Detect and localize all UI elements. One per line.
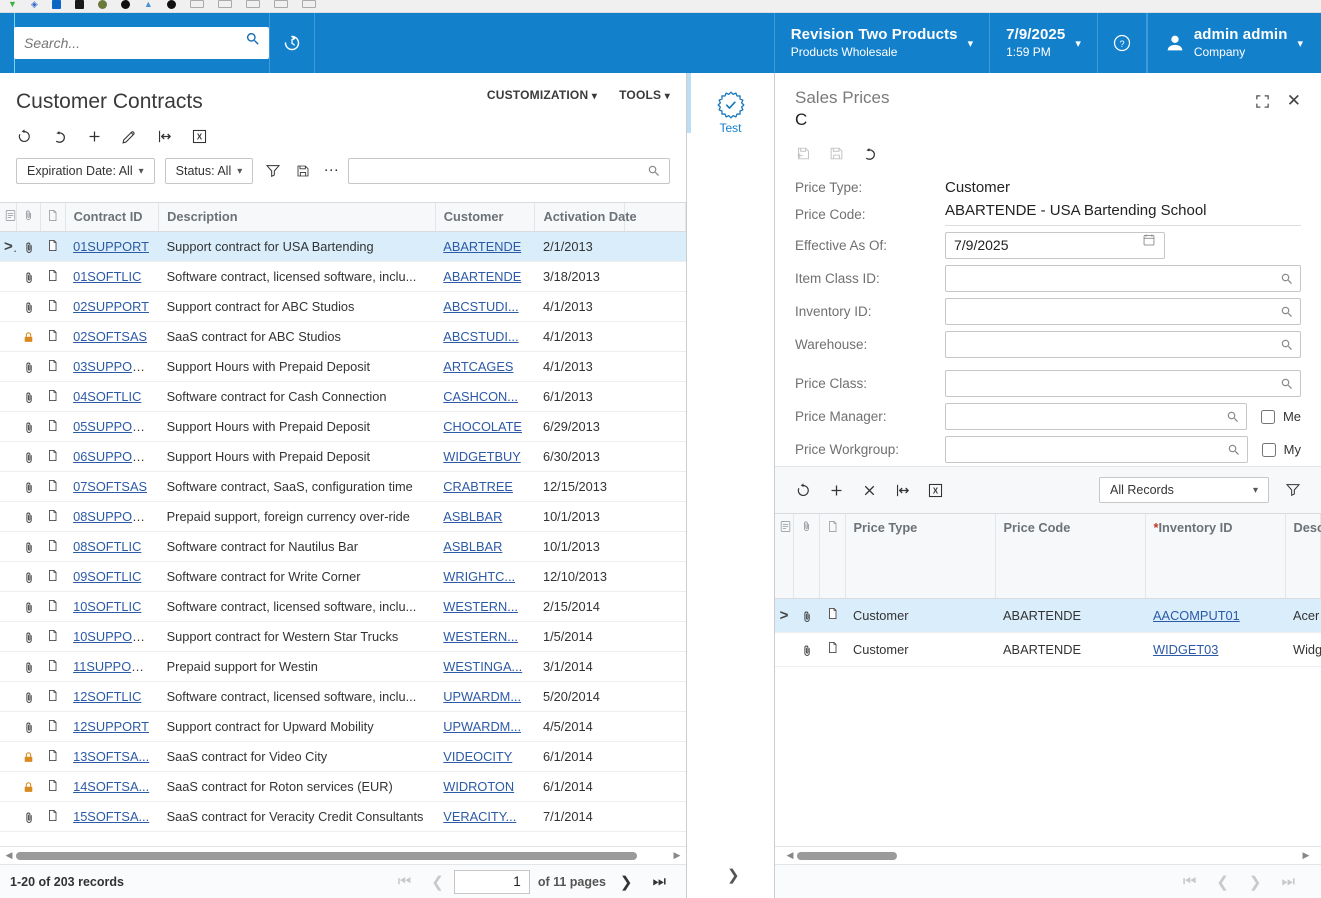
svg-text:X: X (197, 133, 203, 142)
svg-text:X: X (933, 486, 939, 495)
svg-text:?: ? (1119, 39, 1124, 49)
